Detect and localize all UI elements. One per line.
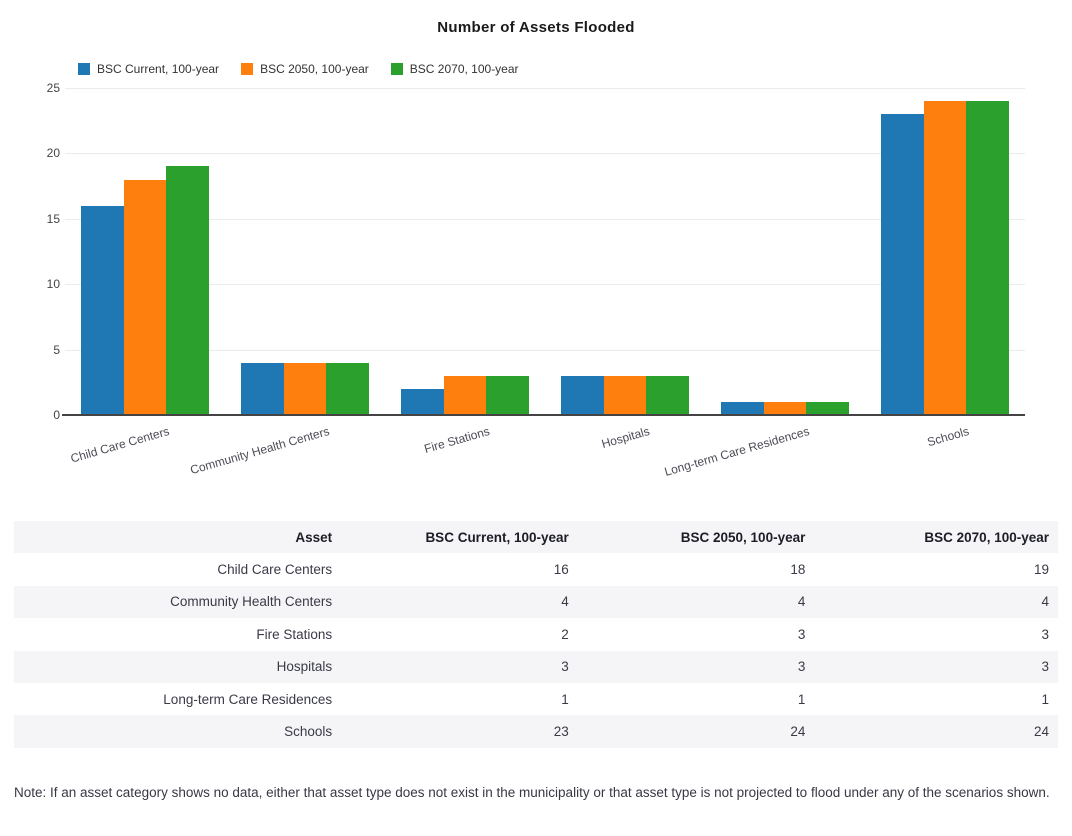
asset-name-cell: Community Health Centers: [170, 594, 333, 610]
x-axis-line: [62, 414, 1025, 416]
bar-community-health-centers-s2: [283, 362, 327, 415]
value-cell: 3: [1041, 659, 1049, 675]
chart-title: Number of Assets Flooded: [437, 19, 635, 36]
legend-swatch-icon: [390, 63, 403, 75]
bar-hospitals-s1: [561, 375, 604, 415]
bar-schools-s1: [881, 114, 924, 415]
value-cell: 4: [1041, 594, 1049, 610]
gridline-y-25: [65, 88, 1025, 89]
assets-table-body: Child Care Centers 16 18 19 Community Health…: [14, 553, 1058, 748]
legend-swatch-icon: [78, 63, 90, 75]
y-tick-label-15: 15: [46, 211, 60, 226]
table-header-row: Asset BSC Current, 100-year BSC 2050, 100-…: [14, 521, 1058, 554]
y-tick-label-0: 0: [53, 408, 60, 422]
value-cell: 3: [561, 659, 569, 675]
legend-item-2[interactable]: BSC 2050, 100-year: [241, 62, 369, 76]
x-tick-label-3: Fire Stations: [422, 424, 491, 457]
value-cell: 2: [561, 626, 569, 642]
legend-item-1[interactable]: BSC Current, 100-year: [78, 62, 219, 76]
asset-name-cell: Child Care Centers: [217, 562, 333, 578]
bar-child-care-centers-s1: [81, 205, 124, 415]
value-cell: 23: [553, 724, 569, 740]
table-row: Schools 23 24 24: [14, 715, 1058, 748]
assets-table: Asset BSC Current, 100-year BSC 2050, 100-…: [14, 521, 1058, 748]
legend-item-label: BSC 2070, 100-year: [409, 62, 519, 76]
bar-hospitals-s2: [603, 375, 647, 415]
legend-item-3[interactable]: BSC 2070, 100-year: [390, 62, 519, 76]
bar-fire-stations-s2: [443, 375, 487, 415]
y-tick-label-25: 25: [46, 81, 60, 95]
chart-legend: BSC Current, 100-year BSC 2050, 100-year B…: [78, 62, 519, 76]
x-tick-label-6: Schools: [925, 424, 971, 450]
y-tick-label-5: 5: [53, 342, 60, 357]
asset-name-cell: Schools: [284, 724, 333, 740]
gridline-y-10: [65, 284, 1025, 286]
assets-table-header: Asset BSC Current, 100-year BSC 2050, 100-…: [14, 521, 1058, 554]
column-header-4: BSC 2070, 100-year: [924, 529, 1049, 545]
gridline-y-20: [65, 153, 1025, 155]
value-cell: 16: [553, 562, 569, 578]
value-cell: 24: [1033, 724, 1049, 740]
value-cell: 18: [790, 562, 806, 578]
bar-child-care-centers-s3: [166, 166, 209, 415]
column-header-2: BSC Current, 100-year: [425, 529, 569, 545]
value-cell: 3: [797, 626, 806, 642]
bar-schools-s3: [966, 101, 1009, 415]
bar-child-care-centers-s2: [123, 179, 167, 415]
table-row: Fire Stations 2 3 3: [14, 618, 1058, 650]
value-cell: 3: [797, 659, 806, 675]
legend-swatch-icon: [241, 63, 254, 75]
table-row: Community Health Centers 4 4 4: [14, 585, 1058, 619]
column-header-3: BSC 2050, 100-year: [680, 529, 806, 545]
bar-community-health-centers-s1: [241, 362, 284, 415]
column-header-1: Asset: [295, 529, 333, 545]
asset-name-cell: Long-term Care Residences: [163, 691, 333, 707]
y-tick-label-10: 10: [46, 277, 60, 292]
asset-name-cell: Fire Stations: [256, 626, 333, 642]
chart-plot-area: [65, 88, 1025, 415]
value-cell: 1: [797, 691, 806, 707]
bar-schools-s2: [923, 101, 967, 415]
table-row: Long-term Care Residences 1 1 1: [14, 683, 1058, 715]
gridline-y-15: [65, 218, 1025, 220]
bar-long-term-care-residences-s1: [721, 401, 764, 415]
footnote: Note: If an asset category shows no data…: [14, 785, 1050, 800]
value-cell: 3: [1041, 626, 1049, 642]
bar-fire-stations-s3: [486, 375, 529, 415]
table-row: Hospitals 3 3 3: [14, 650, 1058, 683]
x-tick-label-4: Hospitals: [599, 424, 651, 452]
bar-fire-stations-s1: [401, 388, 444, 415]
table-row: Child Care Centers 16 18 19: [14, 553, 1058, 585]
value-cell: 19: [1033, 562, 1049, 578]
x-tick-label-5: Long-term Care Residences: [662, 424, 811, 479]
gridline-y-5: [65, 349, 1025, 351]
x-tick-label-1: Child Care Centers: [68, 424, 171, 466]
bar-long-term-care-residences-s3: [806, 401, 849, 415]
value-cell: 24: [790, 724, 806, 740]
bar-community-health-centers-s3: [326, 362, 369, 415]
legend-item-label: BSC 2050, 100-year: [260, 62, 369, 76]
value-cell: 4: [797, 594, 806, 610]
value-cell: 1: [1041, 691, 1049, 707]
value-cell: 4: [561, 594, 569, 610]
bar-long-term-care-residences-s2: [763, 401, 807, 415]
y-tick-label-20: 20: [46, 146, 60, 161]
asset-name-cell: Hospitals: [276, 659, 333, 675]
x-tick-label-2: Community Health Centers: [188, 424, 331, 478]
value-cell: 1: [561, 691, 569, 707]
bar-hospitals-s3: [646, 375, 689, 415]
legend-item-label: BSC Current, 100-year: [97, 62, 220, 76]
